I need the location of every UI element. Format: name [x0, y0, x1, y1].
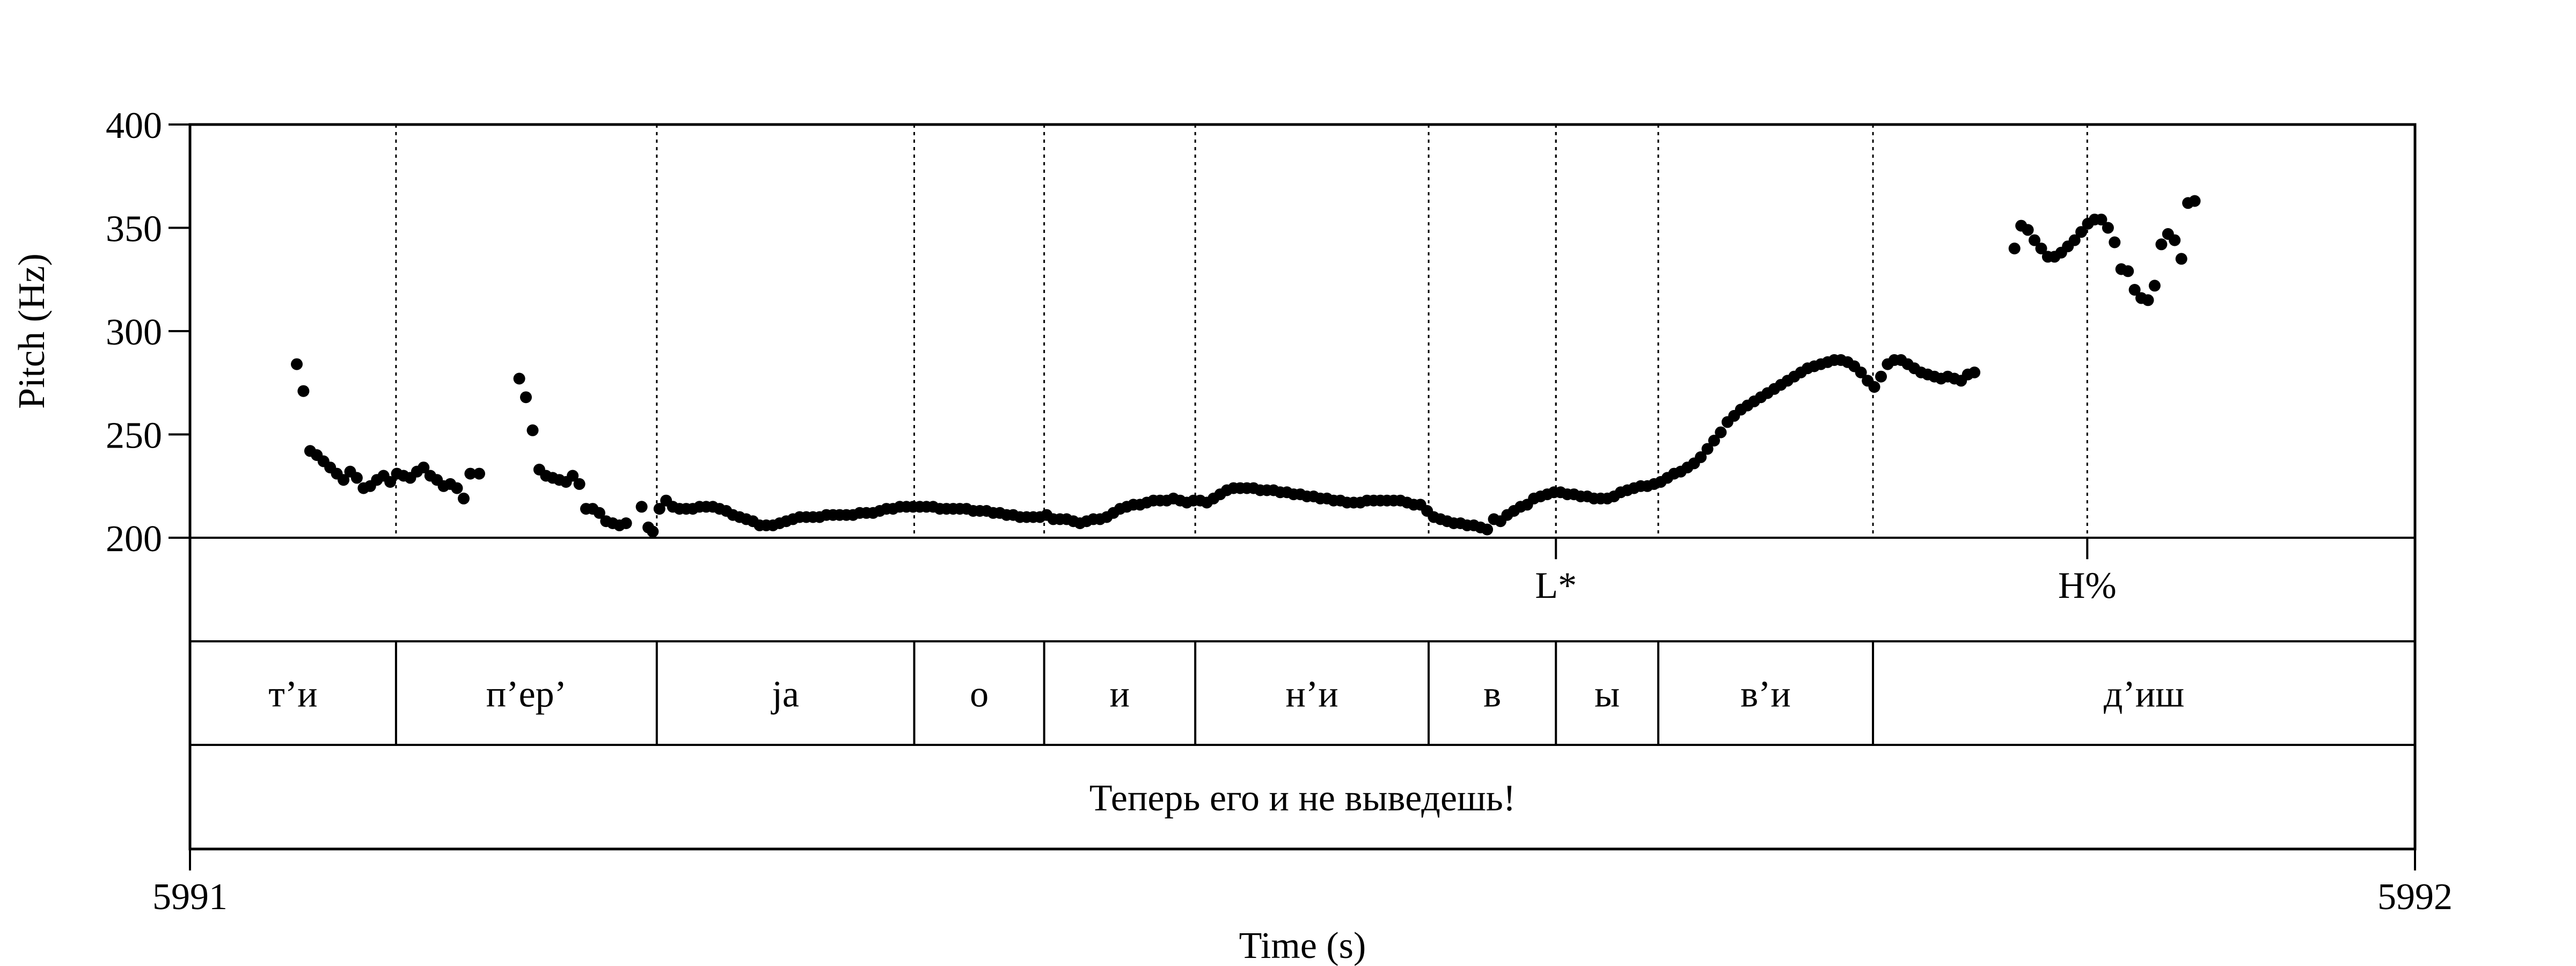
y-tick-label: 300 — [106, 312, 162, 353]
segment-label: ы — [1594, 674, 1620, 715]
pitch-point — [653, 503, 665, 515]
y-axis-label: Pitch (Hz) — [11, 253, 53, 409]
pitch-point — [1708, 435, 1720, 447]
pitch-point — [2102, 222, 2114, 234]
pitch-point — [593, 507, 605, 519]
text-labels: Time (s) Pitch (Hz) — [11, 253, 1366, 966]
plot-frame — [188, 123, 2417, 851]
segment-label: в’и — [1740, 674, 1791, 715]
pitch-point — [297, 385, 310, 397]
segment-label: о — [970, 674, 989, 715]
x-axis: 5991 5992 — [152, 849, 2453, 918]
pitch-point — [464, 467, 477, 480]
pitch-point — [2075, 226, 2088, 238]
pitch-point — [418, 462, 430, 474]
segment-label: т’и — [268, 674, 317, 715]
pitch-point — [2095, 214, 2107, 226]
pitch-point — [647, 525, 659, 538]
pitch-point — [2142, 294, 2154, 306]
pitch-point — [2122, 265, 2134, 277]
segment-label: в — [1483, 674, 1501, 715]
segment-label: ja — [770, 674, 799, 715]
pitch-point — [520, 391, 532, 404]
pitch-point — [2035, 243, 2047, 254]
y-tick-label: 350 — [106, 209, 162, 250]
pitch-point — [458, 492, 470, 504]
pitch-point — [635, 501, 648, 513]
pitch-point — [2189, 195, 2201, 207]
pitch-point — [350, 472, 363, 484]
pitch-point — [473, 467, 485, 480]
pitch-point — [384, 476, 397, 488]
pitch-point — [567, 470, 579, 482]
y-tick-label: 200 — [106, 518, 162, 560]
pitch-point — [1868, 381, 1880, 393]
y-tick-label: 400 — [106, 105, 162, 147]
figure-border — [188, 123, 2417, 851]
pitch-point — [451, 482, 463, 494]
pitch-point — [1875, 370, 1887, 383]
pitch-points — [291, 195, 2201, 538]
pitch-point — [2148, 280, 2161, 292]
pitch-point — [1481, 523, 1494, 536]
segment-label: н’и — [1286, 674, 1338, 715]
pitch-point — [620, 517, 632, 529]
sentence-label: Теперь его и не выведешь! — [1089, 778, 1516, 819]
pitch-point — [1855, 367, 1867, 378]
y-tick-label: 250 — [106, 415, 162, 457]
x-axis-label: Time (s) — [1239, 925, 1366, 966]
segment-label: п’ер’ — [486, 674, 567, 715]
pitch-point — [2109, 236, 2121, 248]
segment-label: д’иш — [2104, 674, 2184, 715]
tone-label: L* — [1535, 565, 1577, 606]
tone-label: H% — [2058, 565, 2117, 606]
x-tick-label: 5992 — [2377, 876, 2453, 918]
segment-label: и — [1110, 674, 1130, 715]
pitch-point — [2175, 253, 2187, 265]
pitch-point — [2169, 234, 2181, 246]
pitch-point — [338, 474, 350, 486]
x-tick-label: 5991 — [152, 876, 228, 918]
pitch-point — [2029, 234, 2040, 246]
y-axis: 200 250 300 350 400 — [106, 105, 190, 560]
pitch-point — [513, 372, 525, 385]
pitch-point — [2128, 284, 2141, 296]
segment-boundary-lines — [395, 125, 2088, 538]
pitch-point — [1715, 426, 1727, 438]
pitch-point — [573, 478, 586, 490]
pitch-point — [1695, 451, 1707, 463]
pitch-point — [2022, 224, 2034, 236]
pitch-point — [2155, 238, 2168, 251]
pitch-point — [526, 424, 539, 436]
pitch-point — [1968, 367, 1981, 378]
pitch-point — [2068, 234, 2081, 246]
pitch-point — [2008, 243, 2021, 254]
pitch-point — [1701, 443, 1714, 455]
annotation-tiers: L* H% т’и п’ер’ ja о и н’и в ы в’и д’иш Теперь его и… — [268, 538, 2184, 819]
pitch-point — [291, 358, 303, 370]
